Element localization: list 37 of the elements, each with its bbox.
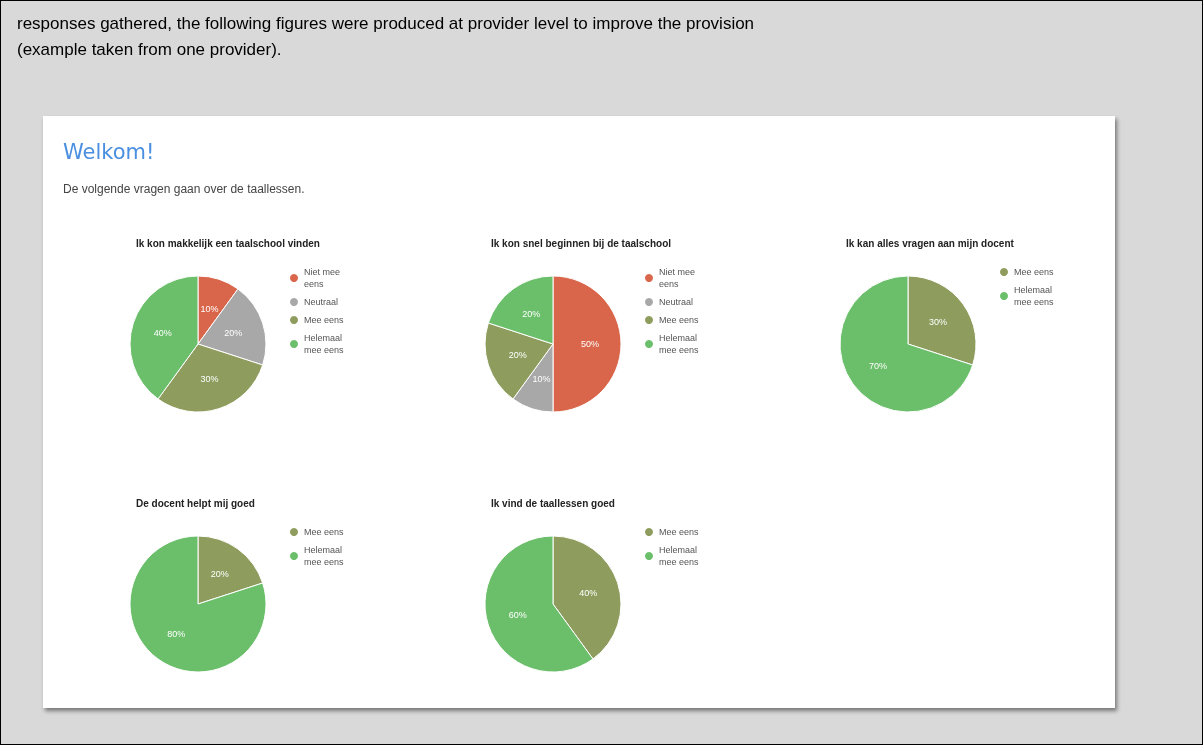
data-label: 80% [167,628,186,639]
data-label: 20% [210,569,229,580]
data-label: 20% [508,350,527,361]
data-label: 50% [580,339,600,349]
legend-label: Helemaal mee eens [659,333,700,355]
text: Welkom! [63,140,155,164]
data-label: 10% [200,303,219,314]
legend-label: Helemaal mee eens [659,545,700,567]
data-label: 30% [928,317,947,328]
chart-title: Ik kon makkelijk een taalschool vinden [136,237,320,249]
data-label: 20% [224,327,243,338]
legend-label: Niet mee eens [304,267,343,289]
legend-label: Helemaal mee eens [1014,285,1055,307]
data-label: 40% [153,327,172,338]
legend-label: Neutraal [304,297,339,307]
chart-title: Ik kan alles vragen aan mijn docent [846,237,1015,249]
legend-label: Mee eens [659,315,700,325]
text: responses gathered, the following figures were produced at provider level to improve the provision [17,13,755,35]
legend-label: Neutraal [659,297,694,307]
data-label: 30% [200,374,219,385]
text: (example taken from one provider). [17,39,283,61]
legend-label: Mee eens [659,527,700,537]
legend-label: Helemaal mee eens [304,545,345,567]
text: De volgende vragen gaan over de taallessen. [63,182,305,196]
data-label: 40% [579,587,598,598]
legend-label: Mee eens [304,527,345,537]
chart-title: De docent helpt mij goed [136,497,255,509]
data-label: 70% [869,360,888,371]
chart-title: Ik kon snel beginnen bij de taalschool [491,237,672,249]
chart-title: Ik vind de taallessen goed [491,497,615,509]
legend-label: Mee eens [304,315,345,325]
legend-label: Mee eens [1014,267,1055,277]
legend-label: Helemaal mee eens [304,333,345,355]
legend-label: Niet mee eens [659,267,698,289]
data-label: 60% [508,610,527,621]
data-label: 10% [532,374,551,385]
data-label: 20% [522,309,541,320]
